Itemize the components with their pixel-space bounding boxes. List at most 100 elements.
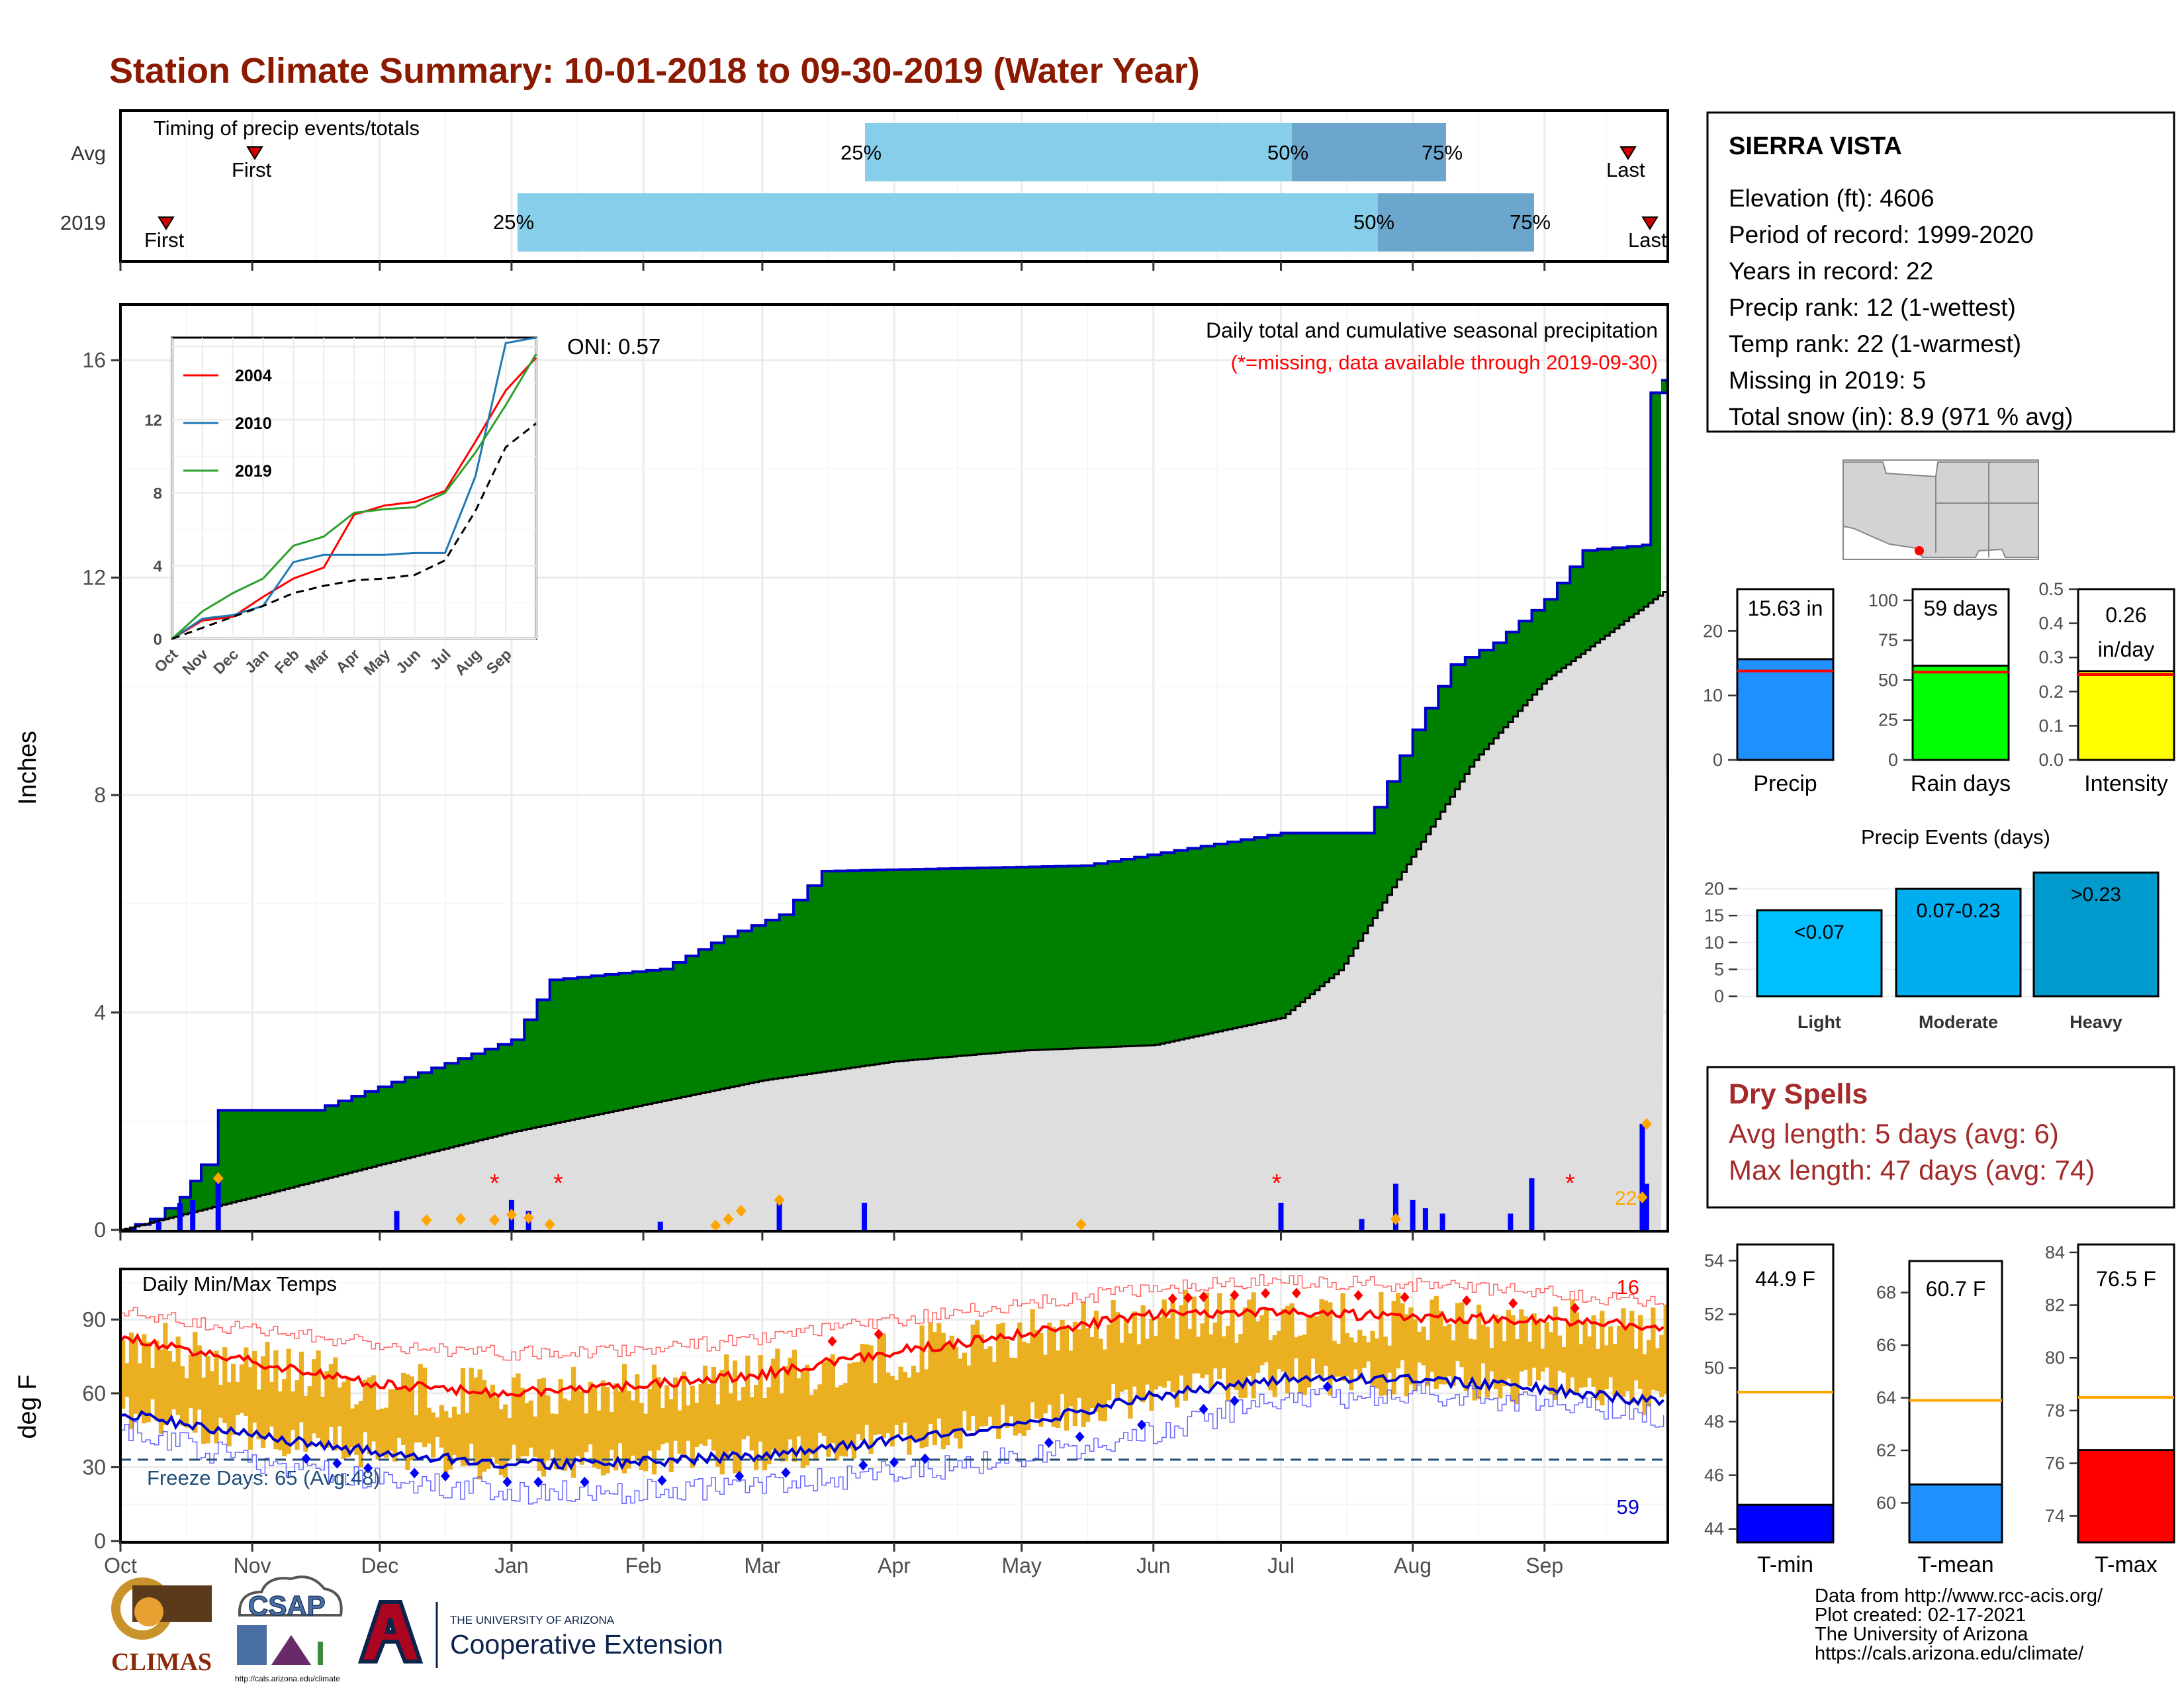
- daily-temp-bar: [146, 1341, 151, 1423]
- record-high-marker: [1462, 1295, 1472, 1306]
- daily-temp-bar: [809, 1395, 814, 1454]
- station-info-line: Elevation (ft): 4606: [1729, 185, 1934, 212]
- daily-temp-bar: [1017, 1322, 1023, 1434]
- daily-temp-bar: [1200, 1323, 1205, 1379]
- record-high-marker: [1291, 1288, 1301, 1299]
- snow-marker: [1075, 1218, 1087, 1231]
- daily-temp-bar: [1616, 1325, 1622, 1395]
- record-low-marker: [1230, 1395, 1240, 1407]
- daily-temp-bar: [923, 1369, 929, 1447]
- y-tick-label: 0: [94, 1529, 106, 1553]
- daily-temp-bar: [1565, 1323, 1571, 1393]
- daily-temp-bar: [1268, 1340, 1273, 1391]
- daily-temp-bar: [1361, 1335, 1367, 1368]
- daily-temp-bar: [1089, 1337, 1095, 1409]
- daily-temp-bar: [384, 1407, 389, 1458]
- daily-temp-bar: [1408, 1307, 1414, 1385]
- daily-temp-bar: [1557, 1335, 1563, 1371]
- daily-temp-bar: [1060, 1320, 1065, 1394]
- daily-temp-bar: [1140, 1305, 1146, 1403]
- snow-marker: [506, 1209, 517, 1221]
- y-tick-label: 0: [94, 1218, 106, 1242]
- dry-spells-title: Dry Spells: [1729, 1078, 1868, 1110]
- daily-temp-bar: [894, 1380, 899, 1425]
- daily-temp-bar: [979, 1334, 984, 1427]
- daily-temp-bar: [911, 1366, 916, 1440]
- daily-temp-bar: [193, 1331, 198, 1433]
- daily-temp-bar: [1540, 1348, 1545, 1372]
- snow-marker: [1637, 1191, 1648, 1203]
- timing-row-avg: Avg: [71, 142, 106, 165]
- daily-temp-bar: [1259, 1315, 1265, 1366]
- climas-label: CLIMAS: [111, 1648, 212, 1676]
- daily-temp-bar: [1128, 1333, 1133, 1419]
- summary-value: 59 days: [1923, 596, 1997, 620]
- daily-temp-bar: [1314, 1316, 1320, 1374]
- tmax-summary-bar: [2077, 1449, 2175, 1544]
- snow-marker: [1641, 1117, 1652, 1130]
- events-tick: 15: [1704, 906, 1724, 925]
- daily-temp-bar: [1042, 1354, 1048, 1414]
- daily-temp-bar: [456, 1414, 461, 1458]
- station-info-line: Missing in 2019: 5: [1729, 367, 1926, 394]
- daily-temp-bar: [354, 1404, 359, 1455]
- avg-q75-label: 75%: [1422, 141, 1463, 164]
- daily-temp-bar: [1387, 1345, 1392, 1373]
- daily-temp-bar: [732, 1360, 738, 1474]
- temp-panel: Daily Min/Max Temps Freeze Days: 65 (Avg…: [14, 1268, 1669, 1553]
- daily-temp-bar: [418, 1364, 423, 1443]
- daily-temp-bar: [1633, 1348, 1639, 1381]
- daily-temp-bar: [1578, 1344, 1584, 1388]
- avg-max-temp-line: [119, 1306, 1664, 1399]
- daily-temp-bar: [1000, 1323, 1005, 1405]
- daily-temp-bar: [1293, 1337, 1298, 1359]
- daily-temp-bar: [1463, 1320, 1469, 1391]
- daily-temp-bar: [1651, 1307, 1656, 1390]
- daily-temp-bar: [214, 1350, 219, 1444]
- daily-temp-bar: [656, 1377, 661, 1451]
- daily-temp-bar: [400, 1372, 406, 1445]
- wy-cumulative-precip-line: [120, 379, 1669, 1231]
- daily-temp-bar: [298, 1351, 304, 1423]
- station-info-line: Years in record: 22: [1729, 258, 1933, 285]
- daily-temp-bar: [375, 1409, 381, 1460]
- daily-temp-bar: [469, 1368, 474, 1444]
- record-low-marker: [502, 1476, 512, 1487]
- daily-temp-bar: [1030, 1309, 1035, 1403]
- daily-temp-bar: [770, 1358, 776, 1450]
- daily-temp-bar: [1612, 1344, 1617, 1397]
- footer-line: The University of Arizona: [1815, 1624, 2028, 1645]
- station-info-box: SIERRA VISTA Elevation (ft): 4606 Period …: [1706, 111, 2175, 433]
- daily-temp-bar: [817, 1384, 823, 1433]
- wy-q75-label: 75%: [1510, 211, 1551, 234]
- daily-temp-bar: [1238, 1334, 1244, 1399]
- daily-temp-bar: [766, 1387, 772, 1465]
- daily-temp-bar: [575, 1387, 580, 1456]
- daily-temp-bar: [758, 1355, 763, 1442]
- avg-first-marker: [246, 146, 263, 160]
- daily-temp-bar: [554, 1414, 559, 1470]
- daily-temp-bar: [886, 1372, 891, 1434]
- daily-temp-bar: [1447, 1324, 1452, 1377]
- daily-precip-bar: [1278, 1202, 1284, 1230]
- record-low-marker: [533, 1476, 543, 1487]
- summary-tick: 0.2: [2038, 682, 2064, 702]
- daily-temp-bar: [639, 1403, 644, 1470]
- daily-temp-bar: [1493, 1315, 1498, 1389]
- daily-temp-bar: [1068, 1350, 1073, 1407]
- precip-y-axis-label: Inches: [14, 731, 42, 805]
- daily-temp-bar: [1319, 1299, 1324, 1381]
- daily-temp-bar: [1365, 1342, 1371, 1362]
- events-tick: 0: [1714, 986, 1724, 1006]
- daily-temp-bar: [643, 1413, 649, 1472]
- daily-temp-bar: [1247, 1299, 1252, 1376]
- daily-temp-bar: [1638, 1315, 1643, 1389]
- daily-precip-bar: [190, 1199, 196, 1230]
- daily-temp-bar: [524, 1403, 529, 1456]
- daily-temp-bar: [1608, 1326, 1614, 1378]
- daily-temp-bar: [414, 1415, 419, 1443]
- daily-temp-bar: [1255, 1321, 1261, 1373]
- daily-temp-bar: [1527, 1341, 1533, 1387]
- x-tick-label: Jan: [494, 1554, 529, 1577]
